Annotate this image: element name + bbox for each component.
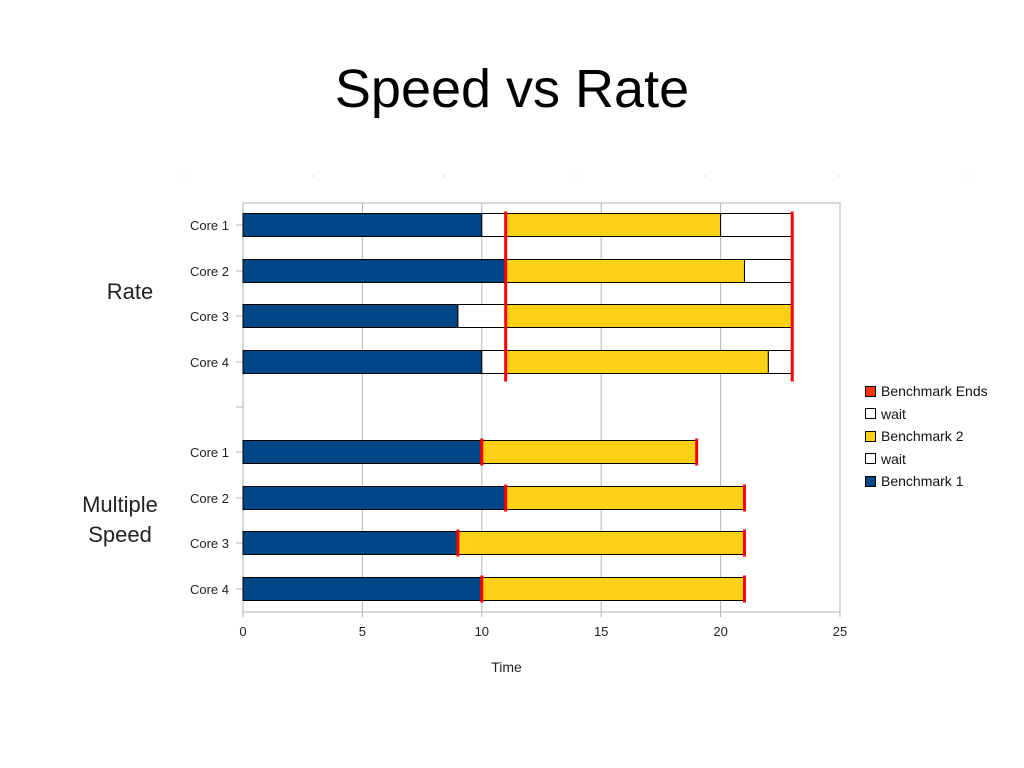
- legend-swatch: [865, 475, 876, 487]
- legend-label: Benchmark Ends: [881, 383, 988, 400]
- legend-item: Benchmark 2: [865, 425, 988, 448]
- category-label: Core 3: [190, 309, 229, 324]
- bar-benchmark1: [242, 304, 459, 328]
- bar-benchmark1: [242, 577, 483, 601]
- group-label-speed-line1: Multiple: [82, 492, 158, 517]
- bar-benchmark2: [505, 259, 745, 283]
- legend-swatch: [865, 385, 876, 397]
- legend-item: Benchmark Ends: [865, 380, 988, 403]
- legend-label: Benchmark 1: [881, 473, 964, 490]
- legend-label: Benchmark 2: [881, 428, 964, 445]
- bar-benchmark1: [242, 440, 483, 464]
- group-label-speed-line2: Speed: [88, 522, 152, 547]
- legend-label: wait: [881, 405, 906, 422]
- bar-wait: [743, 259, 793, 283]
- bar-benchmark1: [242, 259, 507, 283]
- legend-item: wait: [865, 448, 988, 471]
- legend-label: wait: [881, 450, 906, 467]
- category-label: Core 4: [190, 582, 229, 597]
- x-tick-label: 5: [359, 624, 366, 639]
- bar-benchmark2: [505, 304, 793, 328]
- bar-wait: [720, 213, 793, 237]
- x-tick-label: 15: [594, 624, 608, 639]
- group-label-rate: Rate: [90, 277, 170, 307]
- bar-benchmark1: [242, 531, 459, 555]
- category-label: Core 2: [190, 264, 229, 279]
- bar-benchmark2: [481, 577, 745, 601]
- legend-swatch: [865, 408, 876, 420]
- slide-title: Speed vs Rate: [334, 59, 690, 119]
- category-label: Core 4: [190, 355, 229, 370]
- category-label: Core 3: [190, 536, 229, 551]
- legend-item: wait: [865, 403, 988, 426]
- x-tick-label: 20: [713, 624, 727, 639]
- legend-swatch: [865, 453, 876, 465]
- x-tick-label: 0: [239, 624, 246, 639]
- group-label-multiple-speed: Multiple Speed: [70, 490, 170, 550]
- x-tick-label: 25: [833, 624, 847, 639]
- bar-benchmark1: [242, 213, 483, 237]
- bar-benchmark2: [505, 350, 769, 374]
- group-label-rate-text: Rate: [106, 279, 154, 304]
- category-label: Core 2: [190, 491, 229, 506]
- bar-wait: [457, 304, 507, 328]
- bar-wait: [767, 350, 793, 374]
- bar-benchmark2: [481, 440, 698, 464]
- bar-benchmark2: [457, 531, 745, 555]
- category-label: Core 1: [190, 218, 229, 233]
- x-axis-label: Time: [491, 659, 522, 675]
- bar-benchmark2: [505, 213, 722, 237]
- legend-item: Benchmark 1: [865, 470, 988, 493]
- legend-swatch: [865, 430, 876, 442]
- bar-wait: [481, 213, 507, 237]
- chart-legend: Benchmark Ends wait Benchmark 2 wait Benchma…: [865, 380, 988, 493]
- x-tick-label: 10: [475, 624, 489, 639]
- bar-benchmark2: [505, 486, 745, 510]
- bar-wait: [481, 350, 507, 374]
- category-label: Core 1: [190, 445, 229, 460]
- bar-benchmark1: [242, 486, 507, 510]
- bar-benchmark1: [242, 350, 483, 374]
